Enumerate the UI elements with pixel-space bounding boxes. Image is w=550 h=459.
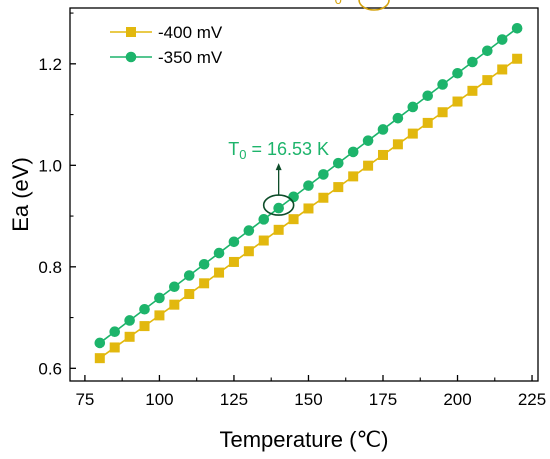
data-point (318, 169, 329, 180)
y-tick-label: 0.8 (38, 258, 62, 277)
data-point (154, 292, 165, 304)
plot-frame (69, 7, 539, 382)
y-tick-label: 1.2 (38, 55, 62, 74)
data-point (482, 75, 493, 86)
data-point (512, 53, 523, 64)
data-point (228, 236, 240, 248)
y-axis-title: Ea (eV) (8, 157, 33, 232)
data-point (363, 160, 374, 171)
data-point (347, 146, 359, 158)
data-point (243, 225, 255, 236)
data-point (139, 321, 150, 332)
x-tick-label: 75 (75, 390, 94, 409)
data-point (437, 79, 448, 90)
data-point (482, 45, 493, 57)
y-tick-label: 1.0 (38, 156, 62, 175)
data-point (94, 337, 106, 349)
legend-marker (125, 51, 137, 63)
data-point (452, 67, 463, 79)
data-point (169, 299, 180, 310)
data-point (333, 182, 344, 193)
data-point (109, 342, 120, 353)
data-point (467, 85, 478, 96)
y-tick-label: 0.6 (38, 359, 62, 378)
data-point (288, 191, 299, 203)
legend-entry: -350 mV (110, 48, 223, 67)
data-point (228, 256, 239, 267)
legend-entry: -400 mV (110, 23, 223, 42)
data-point (258, 214, 270, 225)
data-point (348, 171, 359, 182)
data-point (511, 22, 523, 34)
data-point (273, 224, 284, 235)
legend-marker (126, 27, 136, 37)
data-point (496, 34, 508, 45)
data-point (124, 331, 135, 342)
legend-label: -350 mV (158, 48, 223, 67)
data-point (169, 281, 180, 293)
data-point (332, 157, 344, 169)
data-point (94, 353, 105, 364)
annotation-label: T0 = 17.32 K (324, 0, 425, 7)
data-point (362, 135, 374, 146)
data-point (184, 289, 195, 300)
data-point (407, 101, 419, 113)
data-point (318, 192, 329, 203)
data-point (124, 315, 135, 326)
x-tick-label: 150 (294, 390, 322, 409)
data-point (422, 90, 434, 102)
data-point (199, 278, 210, 289)
arrow-head (275, 163, 282, 171)
annotation-layer: T0 = 16.53 K T0 = 17.32 K (228, 0, 425, 216)
series-square (94, 53, 523, 364)
data-point (243, 246, 254, 257)
plot-border (69, 7, 539, 382)
legend: -400 mV -350 mV (110, 23, 223, 67)
annotation-label: T0 = 16.53 K (228, 139, 329, 162)
data-point (407, 128, 418, 139)
data-point (377, 149, 388, 160)
x-tick-label: 225 (518, 390, 546, 409)
x-tick-label: 200 (443, 390, 471, 409)
x-tick-label: 125 (220, 390, 248, 409)
data-point (273, 202, 284, 214)
legend-label: -400 mV (158, 23, 223, 42)
data-point (392, 139, 403, 150)
annotation-lower: T0 = 17.32 K (324, 0, 425, 11)
data-point (303, 203, 314, 214)
data-point (392, 112, 404, 124)
data-point (467, 56, 478, 68)
data-point (422, 117, 433, 128)
data-point (437, 107, 448, 118)
data-point (497, 64, 508, 75)
data-point (198, 258, 210, 270)
data-point (258, 235, 269, 246)
data-point (213, 247, 225, 259)
x-axis-title: Temperature (℃) (220, 427, 389, 452)
data-point (288, 214, 299, 225)
data-point (183, 270, 195, 281)
data-point (377, 124, 389, 135)
x-tick-label: 100 (145, 390, 173, 409)
data-point (109, 326, 121, 338)
data-point (303, 180, 314, 191)
data-point (452, 96, 463, 107)
series-circle (94, 22, 523, 349)
highlight-ring (358, 0, 390, 11)
annotation-upper: T0 = 16.53 K (228, 139, 329, 216)
series-layer (94, 22, 523, 364)
data-point (154, 310, 165, 321)
x-tick-label: 175 (369, 390, 397, 409)
axes: 75 100 125 150 175 200 225 0.6 0.8 1.0 1.2 (38, 12, 546, 409)
data-point (139, 303, 150, 315)
data-point (214, 267, 225, 278)
